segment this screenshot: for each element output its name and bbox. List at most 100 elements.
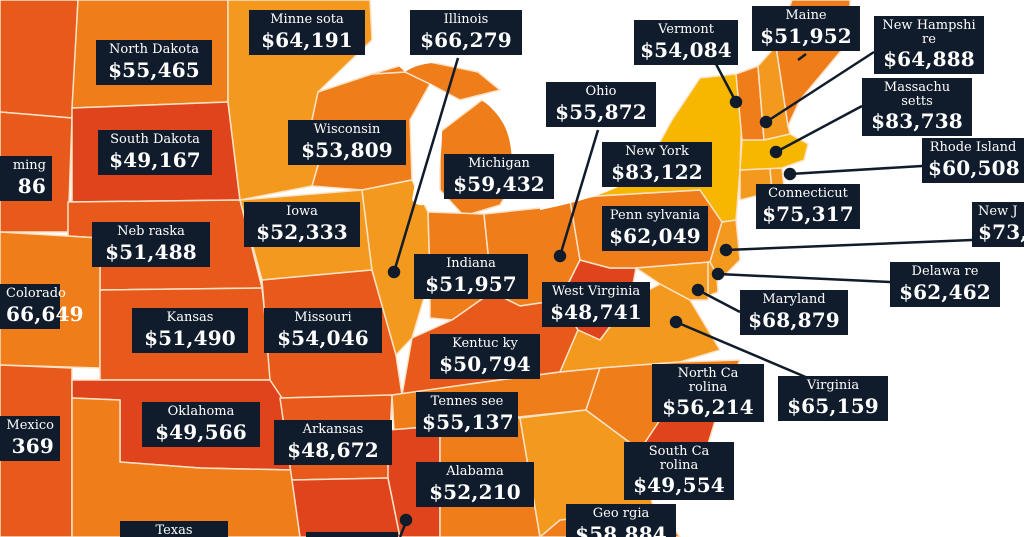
label-kansas: Kansas $51,490 bbox=[132, 308, 248, 353]
state-value: $62,049 bbox=[609, 223, 701, 248]
leader-dot-illinois bbox=[387, 265, 401, 279]
state-value: $49,167 bbox=[109, 147, 201, 172]
state-name: Vermont bbox=[658, 22, 714, 37]
state-name: Oklahoma bbox=[167, 404, 235, 419]
state-value: $55,872 bbox=[555, 99, 647, 124]
label-wisconsin: Wisconsin $53,809 bbox=[288, 120, 406, 165]
state-value: $48,672 bbox=[287, 437, 379, 462]
label-tennessee: Tennes see $55,137 bbox=[416, 392, 518, 437]
leader-maine bbox=[797, 53, 807, 61]
state-value: $49,566 bbox=[155, 419, 247, 444]
state-value: $73,9 bbox=[978, 219, 1024, 244]
state-value: $64,191 bbox=[261, 27, 353, 52]
state-value: $51,490 bbox=[144, 325, 236, 350]
lake-erie bbox=[540, 183, 620, 210]
leader-dot-delaware bbox=[711, 267, 725, 281]
state-value: $49,554 bbox=[633, 473, 725, 498]
state-name: Iowa bbox=[286, 204, 318, 219]
label-wyoming: ming 86 bbox=[0, 156, 52, 201]
region-texas bbox=[71, 397, 301, 537]
label-pennsylvania: Penn sylvania $62,049 bbox=[602, 206, 708, 251]
state-value: $51,952 bbox=[760, 23, 852, 48]
label-south-carolina: South Ca rolina $49,554 bbox=[624, 442, 734, 501]
state-value: $54,084 bbox=[640, 37, 732, 62]
state-name: Indiana bbox=[446, 256, 496, 271]
state-value: $83,738 bbox=[871, 109, 963, 134]
label-minnesota: Minne sota $64,191 bbox=[249, 10, 365, 55]
state-value: $62,462 bbox=[899, 279, 991, 304]
leader-dot-louisiana bbox=[399, 513, 413, 527]
label-illinois: Illinois $66,279 bbox=[410, 10, 522, 55]
state-value: $50,794 bbox=[439, 351, 531, 376]
label-vermont: Vermont $54,084 bbox=[634, 20, 738, 65]
state-value: $55,465 bbox=[108, 57, 200, 82]
leader-maryland bbox=[697, 288, 741, 314]
state-name: Neb raska bbox=[117, 224, 185, 239]
state-value: $51,488 bbox=[105, 239, 197, 264]
label-massachusetts: Massachu setts $83,738 bbox=[862, 78, 972, 137]
label-new-hampshire: New Hampshi re $64,888 bbox=[874, 16, 984, 75]
state-name: Rhode Island bbox=[929, 140, 1017, 155]
label-arkansas: Arkansas $48,672 bbox=[274, 420, 392, 465]
state-name: Geo rgia bbox=[592, 506, 650, 521]
state-value: $68,879 bbox=[748, 307, 840, 332]
region-maryland bbox=[635, 261, 711, 301]
label-michigan: Michigan $59,432 bbox=[444, 154, 554, 199]
state-name: Massachu setts bbox=[883, 80, 951, 109]
state-value: $60,508 bbox=[928, 155, 1020, 180]
state-name: South Ca rolina bbox=[648, 444, 710, 473]
state-name: Maryland bbox=[762, 292, 826, 307]
state-value: $52,333 bbox=[256, 219, 348, 244]
leader-illinois bbox=[392, 57, 460, 273]
state-value: $83,122 bbox=[611, 159, 703, 184]
state-name: New York bbox=[625, 144, 689, 159]
state-name: Texas bbox=[155, 523, 193, 537]
state-name: Kentuc ky bbox=[452, 336, 518, 351]
label-delaware: Delawa re $62,462 bbox=[890, 262, 1000, 307]
leader-dot-maryland bbox=[691, 283, 705, 297]
label-north-carolina: North Ca rolina $56,214 bbox=[652, 364, 764, 423]
state-name: ming bbox=[12, 158, 46, 173]
label-louisiana-partial bbox=[306, 532, 398, 537]
state-name: Colorado bbox=[6, 286, 66, 301]
label-alabama: Alabama $52,210 bbox=[416, 462, 534, 507]
label-connecticut: Connecticut $75,317 bbox=[756, 184, 860, 229]
label-oklahoma: Oklahoma $49,566 bbox=[142, 402, 260, 447]
state-name: Wisconsin bbox=[313, 122, 381, 137]
region-montana bbox=[0, 0, 79, 119]
state-value: $53,809 bbox=[301, 137, 393, 162]
lake-michigan bbox=[412, 84, 443, 206]
label-iowa: Iowa $52,333 bbox=[244, 202, 360, 247]
state-name: Virginia bbox=[806, 378, 860, 393]
state-name: North Dakota bbox=[109, 42, 199, 57]
region-louisiana bbox=[291, 477, 401, 537]
state-value: $59,432 bbox=[453, 171, 545, 196]
label-south-dakota: South Dakota $49,167 bbox=[98, 130, 212, 175]
leader-virginia bbox=[675, 320, 809, 380]
label-west-virginia: West Virginia $48,741 bbox=[542, 282, 650, 327]
state-name: New J bbox=[978, 204, 1018, 219]
state-name: Tennes see bbox=[430, 394, 504, 409]
leader-new-hampshire bbox=[765, 50, 875, 124]
label-north-dakota: North Dakota $55,465 bbox=[96, 40, 212, 85]
leader-dot-new-hampshire bbox=[759, 115, 773, 129]
state-name: New Hampshi re bbox=[882, 18, 976, 47]
leader-delaware bbox=[717, 272, 891, 284]
label-maine: Maine $51,952 bbox=[752, 6, 860, 51]
state-name: Ohio bbox=[585, 84, 617, 99]
state-value: $54,046 bbox=[277, 325, 369, 350]
state-value: $55,137 bbox=[422, 409, 514, 434]
leader-dot-massachusetts bbox=[769, 145, 783, 159]
state-value: 86 bbox=[17, 173, 46, 198]
leader-dot-virginia bbox=[669, 315, 683, 329]
label-new-jersey: New J $73,9 bbox=[972, 202, 1024, 247]
state-name: South Dakota bbox=[110, 132, 200, 147]
label-georgia: Geo rgia $58,884 bbox=[566, 504, 676, 537]
state-value: $58,884 bbox=[575, 521, 667, 537]
state-value: $51,957 bbox=[425, 271, 517, 296]
label-nebraska: Neb raska $51,488 bbox=[92, 222, 210, 267]
state-name: Illinois bbox=[443, 12, 489, 27]
state-name: Missouri bbox=[294, 310, 352, 325]
state-name: Minne sota bbox=[270, 12, 344, 27]
leader-dot-ohio bbox=[553, 249, 567, 263]
